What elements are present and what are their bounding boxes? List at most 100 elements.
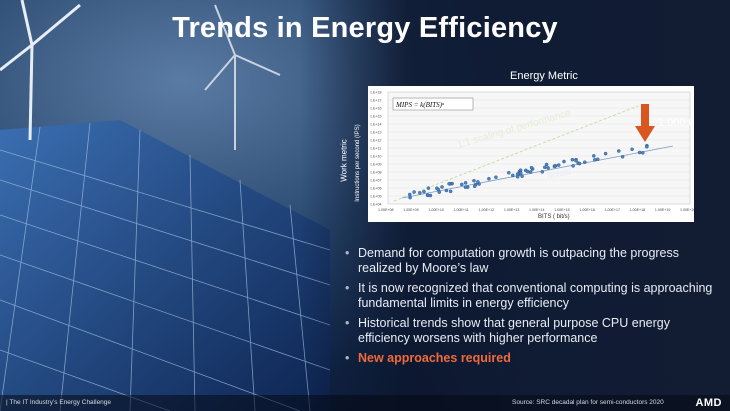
bullet-marker: •	[345, 351, 350, 365]
x-tick-labels: 1.00E+08 1.00E+09 1.00E+10 1.00E+11 1.00E+12…	[378, 208, 696, 212]
data-point	[412, 190, 416, 194]
data-point	[463, 181, 468, 185]
data-point	[472, 184, 477, 189]
data-point	[408, 195, 412, 200]
y-tick-label: 1.E+16	[370, 107, 382, 111]
data-points	[408, 143, 649, 200]
x-axis-label: BITS ( bit/s)	[538, 214, 570, 220]
data-point	[620, 155, 625, 159]
x-tick-label: 1.00E+13	[504, 208, 520, 212]
data-point	[571, 164, 575, 168]
data-point	[472, 178, 476, 183]
data-point	[408, 192, 412, 197]
data-point	[583, 160, 587, 164]
chart-title: Energy Metric	[510, 70, 578, 82]
data-point	[637, 150, 642, 155]
data-point	[553, 164, 557, 169]
amd-logo: AMD	[695, 397, 722, 409]
y-tick-label: 1.E+17	[370, 99, 382, 103]
data-point	[529, 165, 534, 170]
y-axis-label: Work metric	[339, 139, 349, 182]
data-point	[543, 165, 547, 170]
data-point	[546, 166, 550, 170]
bullet-marker: •	[345, 246, 350, 260]
data-point	[494, 175, 498, 179]
data-point	[570, 157, 575, 162]
x-tick-label: 1.00E+08	[378, 208, 394, 212]
bullet-item: • It is now recognized that conventional …	[345, 281, 713, 310]
data-point	[577, 161, 582, 166]
data-point	[645, 145, 649, 149]
data-point	[520, 174, 524, 178]
gap-arrow-head	[635, 126, 655, 142]
y-tick-label: 1.E+13	[370, 131, 382, 135]
data-point	[630, 147, 634, 152]
y-axis-label-wrap: Work metric Instructions per second (IPS…	[330, 120, 362, 220]
y-tick-label: 1.E+11	[370, 147, 381, 151]
y-tick-labels: 1.E+04 1.E+05 1.E+06 1.E+07 1.E+08 1.E+09 1.E+…	[370, 91, 382, 207]
data-point	[511, 173, 515, 178]
footer-presentation-title: | The IT Industry’s Energy Challenge	[6, 399, 112, 406]
x-tick-label: 1.00E+17	[605, 208, 621, 212]
data-point	[444, 188, 449, 193]
data-point	[544, 162, 549, 167]
actual-annotation: actual	[546, 166, 572, 181]
y-tick-label: 1.E+06	[370, 187, 382, 191]
y-tick-label: 1.E+05	[370, 195, 382, 199]
data-point	[593, 158, 597, 162]
x-tick-label: 1.00E+09	[403, 208, 419, 212]
energy-metric-chart: 1.E+04 1.E+05 1.E+06 1.E+07 1.E+08 1.E+09 1.E+…	[368, 86, 715, 222]
x-tick-label: 1.00E+10	[428, 208, 443, 212]
bullet-item-accent: • New approaches required	[345, 351, 511, 365]
data-point	[447, 182, 451, 186]
data-point	[515, 175, 520, 179]
data-point	[418, 191, 422, 195]
data-point	[448, 189, 453, 194]
data-point	[525, 169, 530, 174]
y-tick-label: 1.E+04	[370, 203, 382, 207]
data-point	[617, 149, 621, 153]
data-point	[487, 176, 491, 181]
data-point	[603, 151, 608, 156]
y-tick-label: 1.E+08	[370, 171, 382, 175]
gap-arrow-shaft	[641, 104, 649, 126]
data-point	[460, 182, 464, 187]
y-tick-label: 1.E+15	[370, 115, 382, 119]
data-point	[476, 180, 480, 184]
data-point	[574, 158, 578, 163]
data-point	[556, 163, 561, 167]
bullet-list: • Demand for computation growth is outpac…	[345, 246, 725, 371]
bullet-item: • Demand for computation growth is outpac…	[345, 246, 680, 275]
x-tick-label: 1.00E+11	[454, 208, 469, 212]
slide-title: Trends in Energy Efficiency	[172, 12, 558, 44]
bullet-item: • Historical trends show that general pur…	[345, 316, 670, 345]
data-point	[428, 193, 433, 198]
bullet-marker: •	[345, 281, 350, 295]
gap-factor-label: 1,000,000X	[658, 117, 694, 129]
data-point	[507, 170, 511, 175]
data-point	[592, 154, 596, 158]
x-tick-label: 1.00E+16	[579, 208, 595, 212]
formula-box	[392, 97, 474, 111]
y-axis-sublabel: Instructions per second (IPS)	[355, 124, 361, 202]
bullet-marker: •	[345, 316, 350, 330]
data-point	[540, 170, 545, 174]
x-tick-label: 1.00E+15	[554, 208, 570, 212]
data-point	[440, 185, 444, 189]
data-point	[528, 170, 533, 174]
data-point	[463, 185, 468, 189]
data-point	[518, 171, 523, 175]
data-point	[426, 186, 431, 190]
footer-source: Source: SRC decadal plan for semi-conduc…	[512, 399, 664, 406]
data-point	[422, 189, 426, 194]
scaling-trend-line	[393, 105, 639, 202]
footer-bar: | The IT Industry’s Energy Challenge Sou…	[0, 395, 730, 411]
y-tick-label: 1.E+10	[370, 155, 382, 159]
x-tick-label: 1.00E+20	[680, 208, 694, 212]
data-point	[437, 190, 442, 194]
y-tick-label: 1.E+14	[370, 123, 382, 127]
y-tick-label: 1.E+12	[370, 139, 382, 143]
solar-panels-image	[0, 0, 331, 411]
y-tick-label: 1.E+18	[370, 91, 382, 95]
x-tick-label: 1.00E+12	[479, 208, 495, 212]
